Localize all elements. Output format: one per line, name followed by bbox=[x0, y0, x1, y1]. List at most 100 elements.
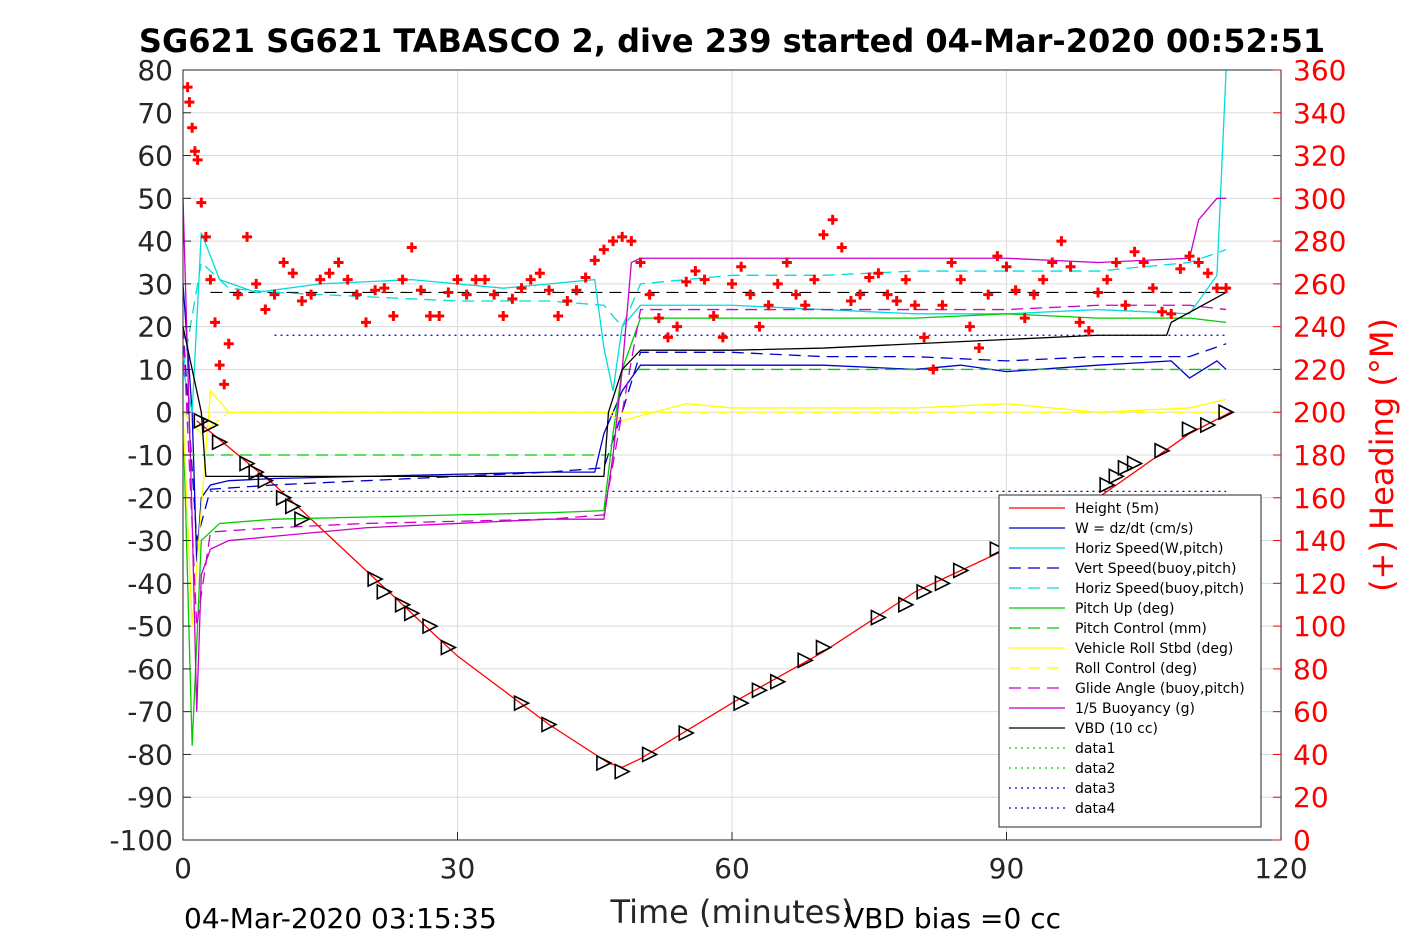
heading-point bbox=[1047, 257, 1058, 268]
heading-point bbox=[983, 289, 994, 300]
heading-point bbox=[361, 317, 371, 328]
heading-point bbox=[223, 338, 234, 349]
series-horiz-speed-buoy-pitch bbox=[182, 249, 1227, 370]
heading-point bbox=[571, 285, 582, 296]
heading-point bbox=[184, 97, 195, 108]
triangle-marker bbox=[1108, 468, 1126, 485]
x-tick-label: 120 bbox=[1254, 852, 1307, 885]
triangle-marker bbox=[1200, 416, 1217, 434]
footer-timestamp: 04-Mar-2020 03:15:35 bbox=[184, 902, 497, 935]
heading-point bbox=[974, 343, 985, 354]
triangle-marker bbox=[934, 575, 952, 592]
left-tick-label: -40 bbox=[127, 567, 173, 600]
left-tick-label: 0 bbox=[155, 396, 173, 429]
legend-entry: data3 bbox=[1075, 781, 1115, 797]
left-tick-label: 40 bbox=[137, 225, 173, 258]
chart-title: SG621 SG621 TABASCO 2, dive 239 started … bbox=[139, 22, 1325, 60]
heading-point bbox=[260, 304, 271, 315]
right-tick-label: 120 bbox=[1293, 567, 1346, 600]
heading-point bbox=[1202, 268, 1213, 279]
triangle-marker bbox=[596, 754, 613, 772]
legend-entry: Horiz Speed(buoy,pitch) bbox=[1075, 581, 1244, 597]
heading-point bbox=[946, 257, 957, 268]
triangle-marker bbox=[678, 724, 696, 742]
heading-point bbox=[891, 296, 902, 306]
right-tick-label: 300 bbox=[1293, 182, 1346, 215]
series-roll-control-deg bbox=[182, 411, 1227, 435]
heading-point bbox=[242, 231, 253, 242]
marker-group bbox=[182, 82, 1235, 780]
heading-point bbox=[296, 296, 307, 306]
legend-entry: 1/5 Buoyancy (g) bbox=[1075, 701, 1195, 717]
heading-point bbox=[214, 360, 225, 371]
heading-point bbox=[1074, 317, 1085, 328]
left-tick-label: -30 bbox=[127, 525, 173, 558]
heading-point bbox=[544, 285, 554, 296]
series-vbd-10-cc bbox=[182, 291, 1227, 478]
heading-point bbox=[232, 289, 243, 300]
heading-point bbox=[1221, 283, 1232, 294]
left-tick-label: 10 bbox=[137, 353, 173, 386]
heading-point bbox=[717, 332, 728, 343]
triangle-marker bbox=[733, 694, 750, 712]
heading-point bbox=[699, 274, 710, 285]
heading-point bbox=[415, 285, 426, 296]
heading-point bbox=[1184, 251, 1195, 262]
triangle-marker bbox=[769, 673, 787, 691]
x-tick-label: 90 bbox=[989, 852, 1025, 885]
series-pitch-up-deg bbox=[182, 313, 1227, 746]
heading-point bbox=[1019, 313, 1030, 324]
triangle-marker bbox=[239, 455, 256, 472]
heading-point bbox=[1028, 289, 1039, 300]
triangle-marker bbox=[193, 412, 211, 430]
series-vert-speed-buoy-pitch bbox=[182, 326, 1227, 541]
legend-entry: Pitch Control (mm) bbox=[1075, 621, 1207, 637]
heading-point bbox=[919, 332, 930, 343]
heading-point bbox=[937, 300, 948, 311]
heading-point bbox=[1065, 261, 1076, 272]
heading-point bbox=[1111, 257, 1122, 268]
series-glide-angle-buoy-pitch bbox=[182, 304, 1227, 627]
heading-point bbox=[342, 274, 353, 285]
triangle-marker bbox=[1181, 421, 1199, 438]
heading-point bbox=[900, 274, 911, 285]
left-tick-label: 20 bbox=[137, 311, 173, 344]
triangle-marker bbox=[422, 617, 439, 635]
heading-point bbox=[653, 313, 664, 324]
heading-point bbox=[443, 287, 454, 298]
heading-point bbox=[882, 289, 893, 300]
heading-point bbox=[1093, 287, 1103, 298]
right-tick-label: 280 bbox=[1293, 225, 1346, 258]
heading-point bbox=[873, 268, 884, 279]
legend-entry: Horiz Speed(W,pitch) bbox=[1075, 541, 1223, 557]
heading-point bbox=[324, 268, 335, 279]
legend: Height (5m) W = dz/dt (cm/s) Horiz Speed(W… bbox=[998, 494, 1262, 828]
heading-point bbox=[516, 283, 527, 294]
heading-point bbox=[1102, 274, 1113, 285]
heading-point bbox=[315, 274, 326, 285]
heading-point bbox=[1193, 257, 1204, 268]
heading-point bbox=[1166, 308, 1177, 319]
heading-point bbox=[626, 236, 637, 247]
heading-point bbox=[489, 289, 500, 300]
heading-point bbox=[379, 283, 390, 294]
footer-vbd-bias: VBD bias =0 cc bbox=[845, 902, 1061, 935]
left-tick-label: 70 bbox=[137, 97, 173, 130]
heading-point bbox=[397, 274, 408, 285]
heading-point bbox=[278, 257, 289, 268]
legend-entry: data1 bbox=[1075, 741, 1115, 757]
triangle-marker bbox=[403, 604, 421, 622]
heading-point bbox=[855, 289, 866, 300]
right-tick-label: 200 bbox=[1293, 396, 1346, 429]
legend-entry: VBD (10 cc) bbox=[1075, 721, 1158, 737]
heading-point bbox=[672, 321, 683, 332]
heading-point bbox=[598, 244, 609, 255]
right-tick-label: 220 bbox=[1293, 353, 1346, 386]
heading-point bbox=[187, 122, 198, 133]
heading-point bbox=[827, 214, 838, 225]
heading-point bbox=[452, 274, 463, 285]
triangle-marker bbox=[1218, 403, 1235, 421]
left-tick-label: 30 bbox=[137, 268, 173, 301]
heading-point bbox=[1001, 261, 1012, 272]
